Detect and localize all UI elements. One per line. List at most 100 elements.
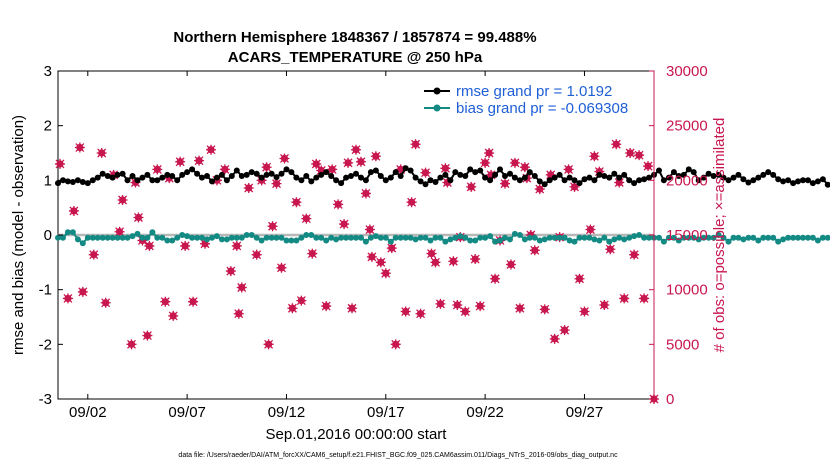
rmse-point xyxy=(278,170,285,177)
observation-cross xyxy=(484,148,495,158)
bias-point xyxy=(179,232,186,238)
rmse-point xyxy=(174,177,181,184)
bias-point xyxy=(775,238,782,245)
rmse-point xyxy=(258,174,265,181)
observation-point xyxy=(152,164,163,175)
observation-cross xyxy=(380,268,391,279)
bias-point xyxy=(318,234,325,241)
observation-point xyxy=(559,325,570,336)
rmse-point xyxy=(318,171,325,178)
observation-point xyxy=(263,339,274,350)
bias-point xyxy=(720,234,727,241)
observation-cross xyxy=(466,181,477,192)
observation-point xyxy=(316,165,327,176)
rmse-point xyxy=(516,177,523,184)
rmse-point xyxy=(328,173,335,179)
bias-point xyxy=(725,238,732,245)
observation-point xyxy=(205,144,216,155)
bias-point xyxy=(209,234,215,241)
bias-point xyxy=(104,234,111,241)
bias-point xyxy=(204,236,210,243)
bias-point xyxy=(248,232,255,238)
rmse-point xyxy=(382,177,389,184)
observation-cross xyxy=(430,257,441,268)
rmse-point xyxy=(99,170,106,177)
bias-point xyxy=(760,234,767,241)
observation-cross xyxy=(74,142,85,153)
bias-point xyxy=(785,234,792,241)
rmse-point xyxy=(556,171,563,178)
rmse-point xyxy=(551,174,558,181)
observation-point xyxy=(175,156,186,167)
observation-cross xyxy=(611,139,622,150)
rmse-point xyxy=(755,174,762,181)
bias-point xyxy=(482,234,489,241)
bias-point xyxy=(129,233,136,240)
bias-point xyxy=(119,234,126,241)
bias-point xyxy=(800,234,806,241)
observation-point xyxy=(470,254,481,265)
observation-point xyxy=(333,199,344,210)
bias-point xyxy=(60,234,66,241)
observation-cross xyxy=(500,178,510,189)
bias-point xyxy=(531,234,538,241)
observation-point xyxy=(114,226,125,237)
observation-cross xyxy=(534,184,545,195)
observation-cross xyxy=(351,144,361,155)
observation-point xyxy=(480,157,491,168)
bias-point xyxy=(819,234,826,241)
rmse-point xyxy=(606,174,613,181)
bias-point xyxy=(710,234,717,241)
rmse-point xyxy=(710,173,717,179)
rmse-point xyxy=(89,177,96,184)
legend-bias-marker xyxy=(433,104,441,112)
observation-cross xyxy=(585,224,596,235)
rmse-point xyxy=(204,173,210,179)
bias-point xyxy=(338,234,345,241)
bias-point xyxy=(507,236,513,243)
bias-point xyxy=(805,234,811,241)
bias-point xyxy=(407,234,414,241)
bias-point xyxy=(755,237,762,244)
rmse-point xyxy=(233,167,240,174)
rmse-point xyxy=(809,180,816,187)
bias-point xyxy=(700,234,707,241)
bias-point xyxy=(660,238,667,245)
bias-point xyxy=(124,234,131,241)
observation-cross xyxy=(490,273,501,284)
observation-cross xyxy=(205,144,216,155)
observation-point xyxy=(500,178,510,189)
bias-point xyxy=(298,234,305,241)
bias-point xyxy=(169,237,176,244)
observation-point xyxy=(614,177,625,188)
rmse-point xyxy=(591,177,598,184)
bias-point xyxy=(497,237,503,244)
observation-point xyxy=(88,249,99,260)
observation-cross xyxy=(236,282,247,293)
observation-cross xyxy=(549,333,560,344)
rmse-point xyxy=(700,174,707,181)
observation-cross xyxy=(267,221,278,232)
observation-point xyxy=(301,213,312,224)
rmse-point xyxy=(730,174,737,181)
observation-point xyxy=(62,293,73,304)
bias-point xyxy=(695,236,702,243)
observation-cross xyxy=(614,177,625,188)
observation-point xyxy=(452,299,463,310)
observation-cross xyxy=(406,197,417,208)
bias-point xyxy=(134,230,141,237)
rmse-point xyxy=(656,167,662,174)
bias-point xyxy=(601,234,608,241)
bias-point xyxy=(268,234,275,241)
observation-cross xyxy=(589,151,600,162)
bias-point xyxy=(765,234,772,241)
observation-cross xyxy=(263,339,274,350)
observation-cross xyxy=(233,308,244,319)
legend-rmse-marker xyxy=(433,87,441,95)
bias-point xyxy=(99,234,106,241)
rmse-point xyxy=(397,173,404,179)
rmse-point xyxy=(377,173,384,179)
observation-point xyxy=(634,150,645,161)
observation-point xyxy=(311,158,322,169)
bias-point xyxy=(184,233,191,240)
